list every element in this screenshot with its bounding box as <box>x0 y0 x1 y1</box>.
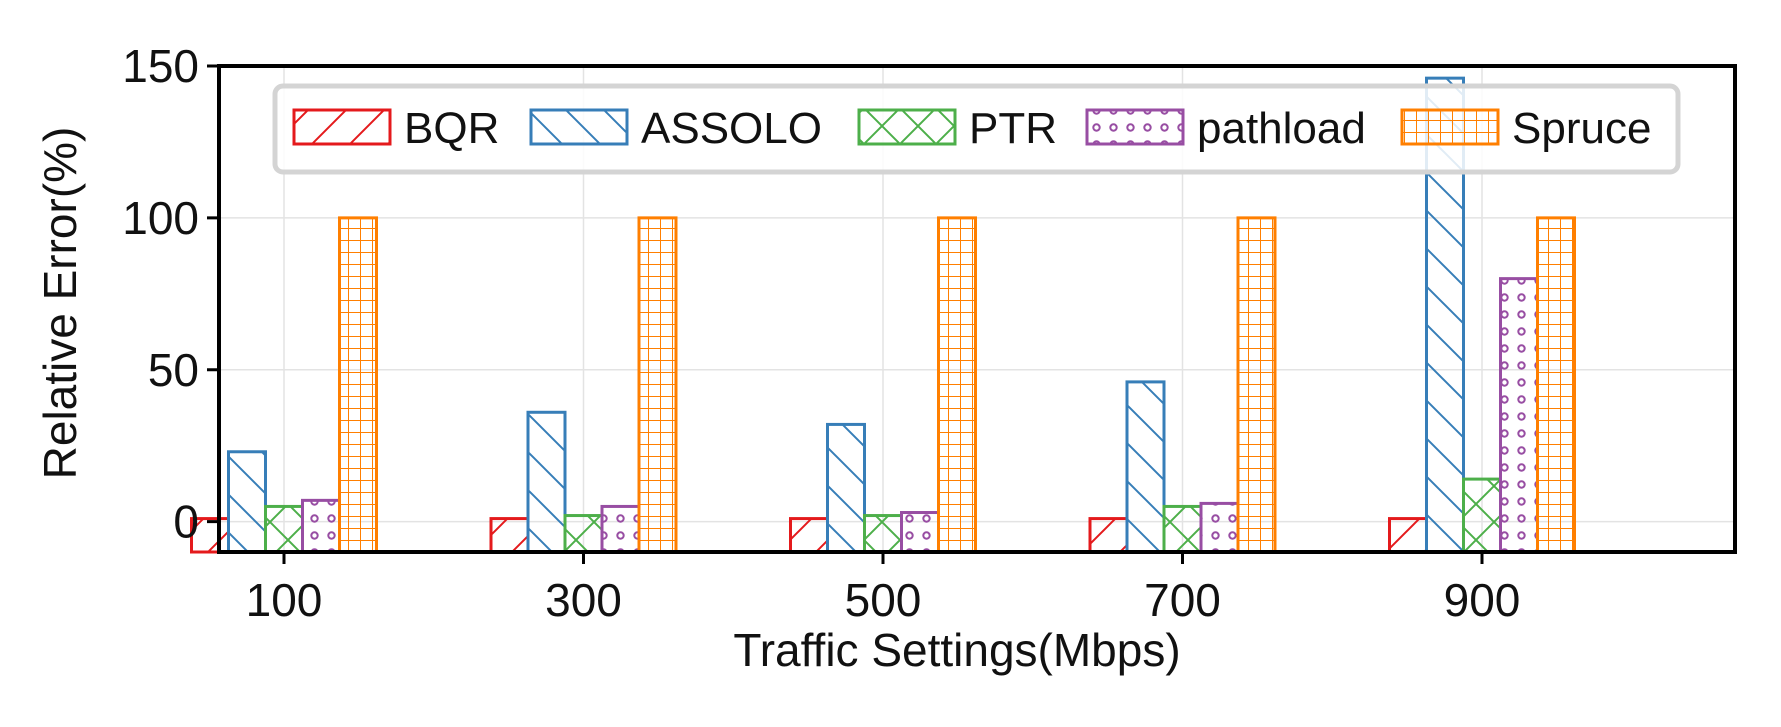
bar-pathload-900 <box>1499 277 1539 554</box>
bar-pathload-700 <box>1199 501 1240 554</box>
x-tick-label: 100 <box>246 574 323 626</box>
y-axis-ticks: 0 50 100 150 <box>122 40 219 548</box>
y-tick-label: 50 <box>148 344 199 396</box>
bar-ptr-300 <box>563 514 604 554</box>
legend-swatch-spruce <box>1400 108 1500 146</box>
y-tick-label: 0 <box>173 496 199 548</box>
legend-box <box>272 83 1681 175</box>
bar-assolo-500 <box>826 422 866 554</box>
bar-bqr-700 <box>1088 517 1129 554</box>
bar-spruce-300 <box>637 216 678 554</box>
x-tick-label: 500 <box>845 574 922 626</box>
bar-pathload-300 <box>600 504 641 554</box>
bar-assolo-300 <box>526 410 567 554</box>
y-tick-label: 150 <box>122 40 199 92</box>
legend-swatch-pathload <box>1085 108 1185 146</box>
legend-label-bqr: BQR <box>404 104 499 153</box>
y-axis-label: Relative Error(%) <box>34 127 86 480</box>
y-tick-label: 100 <box>122 192 199 244</box>
x-axis-label: Traffic Settings(Mbps) <box>733 624 1180 676</box>
legend-label-spruce: Spruce <box>1512 104 1651 153</box>
x-tick-label: 900 <box>1444 574 1521 626</box>
bar-pathload-100 <box>301 498 341 554</box>
legend-label-pathload: pathload <box>1197 104 1366 153</box>
bar-bqr-500 <box>789 517 829 554</box>
legend-label-assolo: ASSOLO <box>641 104 822 153</box>
bar-ptr-700 <box>1162 504 1203 554</box>
bar-assolo-700 <box>1125 380 1166 554</box>
bar-bqr-900 <box>1388 517 1428 554</box>
legend-label-ptr: PTR <box>969 104 1057 153</box>
bar-assolo-100 <box>227 450 267 554</box>
bar-spruce-900 <box>1536 216 1576 554</box>
legend-swatch-ptr <box>857 108 957 146</box>
x-tick-label: 700 <box>1144 574 1221 626</box>
x-axis-ticks: 100 300 500 700 900 <box>246 552 1521 626</box>
x-tick-label: 300 <box>545 574 622 626</box>
bar-ptr-900 <box>1462 477 1502 554</box>
bar-spruce-100 <box>338 216 378 554</box>
bar-bqr-300 <box>489 517 530 554</box>
bar-pathload-500 <box>900 511 940 554</box>
legend: BQR ASSOLO PTR pathload Spruce <box>272 83 1681 175</box>
bar-ptr-100 <box>264 504 304 554</box>
bar-ptr-500 <box>863 514 903 554</box>
plot-frame <box>217 64 1737 554</box>
legend-swatch-bqr <box>292 108 392 146</box>
bar-spruce-700 <box>1236 216 1277 554</box>
bars <box>190 76 1576 554</box>
legend-swatch-assolo <box>529 108 629 146</box>
bar-spruce-500 <box>937 216 977 554</box>
